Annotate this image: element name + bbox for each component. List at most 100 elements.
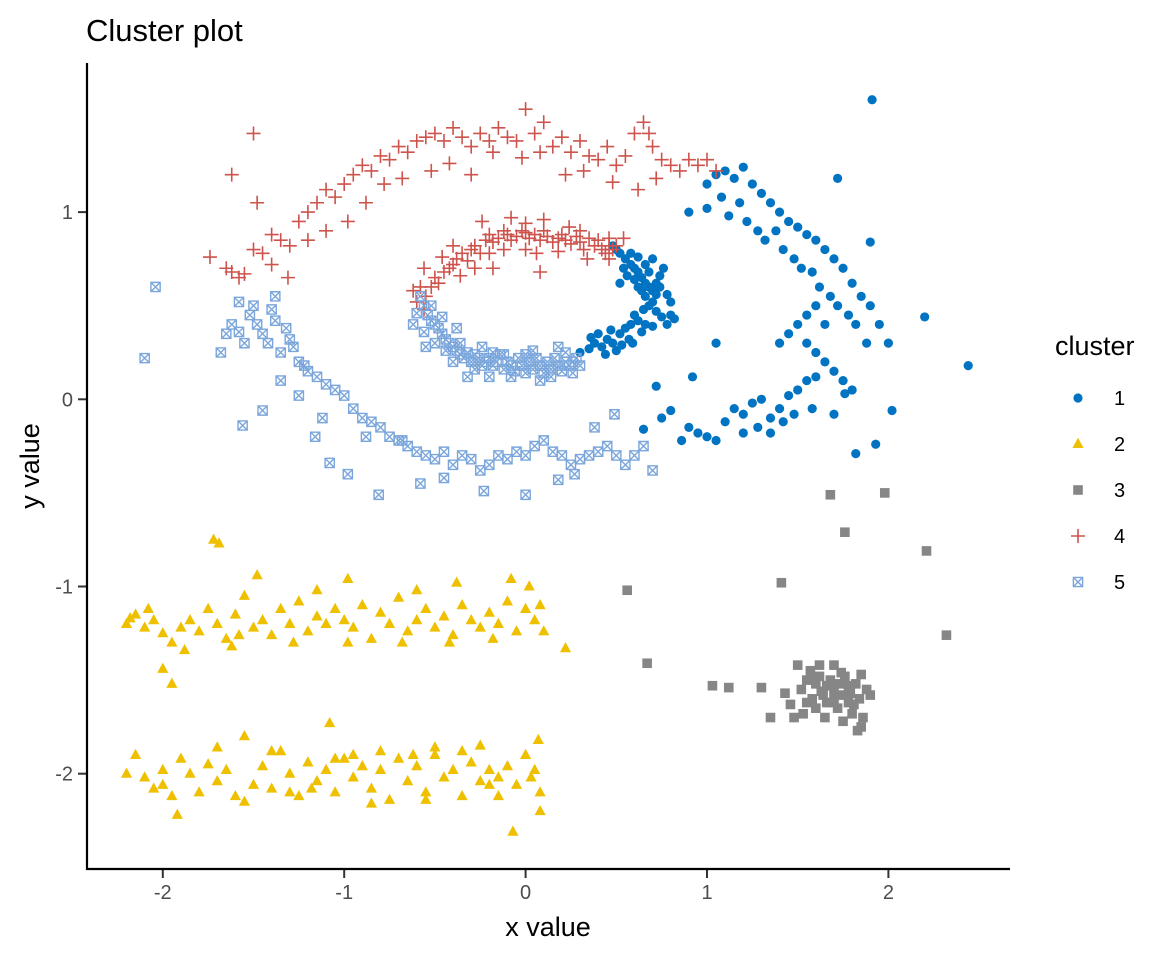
cluster-5-point	[436, 311, 448, 323]
cluster-4-point	[496, 223, 511, 238]
cluster-2-point	[538, 625, 550, 636]
cluster-2-point	[483, 778, 495, 789]
cluster-1-point	[814, 282, 825, 292]
cluster-1-point	[711, 338, 721, 348]
cluster-2-point	[356, 599, 368, 610]
x-tick-label: 1	[701, 882, 712, 904]
cluster-5-point	[357, 412, 368, 424]
cluster-2-point	[166, 789, 178, 801]
cluster-1-point	[778, 417, 788, 427]
cluster-4-point	[602, 231, 617, 246]
cluster-2-point	[266, 745, 278, 756]
cluster-3-point	[854, 694, 865, 704]
cluster-4-point	[273, 233, 288, 248]
cluster-3-point	[809, 673, 819, 684]
cluster-1-point	[666, 297, 676, 307]
cluster-3-point	[850, 679, 861, 689]
cluster-2-point	[532, 733, 544, 745]
cluster-1-point	[662, 289, 672, 300]
cluster-1-point	[796, 263, 806, 273]
y-tick-label: 1	[62, 202, 73, 224]
cluster-2-point	[510, 778, 523, 789]
cluster-3-point	[879, 488, 890, 498]
cluster-4-point	[455, 130, 470, 145]
cluster-2-point	[320, 763, 332, 774]
cluster-2-point	[492, 789, 504, 801]
cluster-1-point	[747, 179, 757, 189]
cluster-4-point	[446, 238, 461, 253]
cluster-4-point	[536, 212, 551, 227]
cluster-2-point	[148, 613, 160, 625]
cluster-1-point	[802, 229, 812, 240]
cluster-3-point	[921, 546, 932, 556]
cluster-1-point	[833, 173, 843, 184]
cluster-4-point	[427, 270, 442, 285]
y-tick-label: 0	[62, 389, 73, 411]
cluster-5-point	[257, 405, 268, 416]
cluster-2-point	[266, 782, 278, 793]
cluster-2-point	[139, 621, 151, 632]
cluster-5-point	[620, 459, 631, 471]
cluster-1-point	[789, 254, 799, 264]
cluster-1-point	[774, 404, 785, 414]
cluster-1-point	[738, 428, 748, 438]
cluster-1-point	[765, 198, 776, 208]
cluster-2-point	[233, 628, 245, 640]
cluster-1-point	[793, 385, 803, 395]
cluster-2-point	[338, 613, 350, 625]
cluster-4-point	[551, 231, 566, 246]
cluster-1-point	[633, 316, 643, 326]
cluster-2-point	[347, 621, 359, 632]
legend-title: cluster	[1055, 331, 1135, 361]
cluster-1-point	[802, 310, 812, 320]
cluster-4-point	[485, 145, 500, 160]
cluster-4-point	[563, 145, 578, 160]
cluster-3-point	[792, 660, 803, 670]
legend-label: 5	[1114, 572, 1125, 594]
cluster-2-point	[287, 636, 300, 647]
cluster-4-point	[250, 195, 265, 210]
cluster-2-point	[211, 741, 223, 752]
cluster-2-point	[525, 771, 537, 782]
cluster-5-point	[384, 431, 395, 443]
cluster-5-point	[257, 328, 268, 340]
cluster-2-point	[238, 730, 251, 741]
cluster-2-point	[393, 591, 405, 602]
cluster-4-point	[509, 133, 524, 148]
cluster-2-point	[534, 804, 546, 816]
cluster-5-point	[438, 472, 450, 484]
cluster-3-point	[805, 665, 816, 676]
cluster-3-point	[821, 697, 832, 708]
cluster-5-point	[440, 345, 452, 356]
cluster-5-point	[280, 322, 292, 334]
cluster-2-point	[534, 786, 546, 797]
cluster-2-point	[365, 632, 378, 643]
cluster-5-point	[298, 360, 310, 371]
cluster-2-point	[347, 748, 359, 759]
cluster-2-point	[501, 760, 514, 771]
cluster-3-point	[801, 675, 812, 685]
cluster-5-point	[484, 371, 495, 383]
cluster-2-point	[247, 621, 260, 632]
cluster-2-point	[251, 569, 263, 580]
cluster-5-point	[293, 390, 305, 401]
cluster-4-point	[641, 126, 656, 141]
cluster-4-point	[576, 242, 591, 257]
cluster-5-point	[462, 371, 473, 383]
cluster-4-point	[609, 158, 624, 173]
cluster-2-point	[284, 767, 296, 778]
cluster-2-point	[256, 760, 269, 771]
cluster-5-point	[329, 384, 341, 396]
cluster-1-point	[626, 319, 636, 330]
cluster-2-point	[429, 621, 441, 632]
cluster-1-point	[677, 435, 687, 446]
cluster-2-point	[275, 745, 287, 756]
cluster-1-point	[647, 254, 658, 264]
cluster-4-point	[618, 148, 633, 163]
cluster-2-point	[139, 771, 151, 782]
cluster-4-point	[500, 227, 515, 242]
cluster-5-point	[150, 281, 161, 293]
cluster-1-point	[807, 404, 817, 414]
cluster-3-point	[941, 630, 952, 640]
cluster-1-point	[789, 409, 799, 419]
